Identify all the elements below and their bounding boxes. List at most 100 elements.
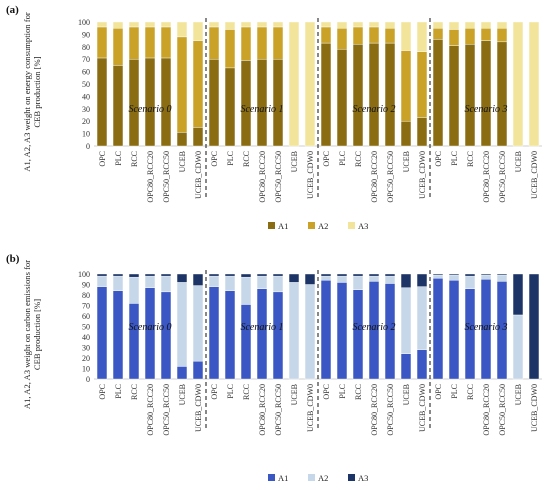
legend-swatch-a1: [268, 474, 275, 481]
x-tick-label: UCEB: [290, 384, 299, 405]
bar-a3-19: [400, 273, 412, 288]
bar-a3-12: [288, 273, 300, 283]
y-tick-label: 70: [82, 55, 90, 64]
bar-a2-19: [400, 50, 412, 122]
x-tick-label: OPC50_RCC50: [162, 151, 171, 203]
bar-a3-17: [368, 21, 380, 28]
y-tick-label: 80: [82, 291, 90, 300]
y-tick-label: 50: [82, 323, 90, 332]
x-tick-label: OPC80_RCC20: [146, 384, 155, 436]
bar-a1-7: [208, 59, 220, 147]
x-tick-label: OPC50_RCC50: [498, 384, 507, 436]
bar-a2-13: [304, 284, 316, 380]
x-tick-label: UCEB: [402, 151, 411, 172]
bar-a2-23: [464, 275, 476, 289]
bar-a3-16: [352, 273, 364, 277]
x-tick-label: RCC: [466, 151, 475, 167]
bar-a1-2: [128, 303, 140, 380]
bar-a3-25: [496, 273, 508, 276]
bar-a2-20: [416, 286, 428, 350]
x-tick-label: RCC: [466, 384, 475, 400]
bar-a1-7: [208, 286, 220, 380]
bar-a3-11: [272, 273, 284, 277]
bar-a3-21: [432, 273, 444, 276]
bar-a3-15: [336, 21, 348, 29]
x-tick-label: RCC: [130, 151, 139, 167]
bar-a1-8: [224, 67, 236, 147]
bar-a3-1: [112, 273, 124, 277]
bar-a2-18: [384, 28, 396, 44]
x-tick-label: OPC: [322, 151, 331, 167]
x-tick-label: PLC: [338, 384, 347, 399]
x-tick-label: UCEB_CDW0: [306, 151, 315, 199]
bar-a3-22: [448, 21, 460, 30]
bar-a2-5: [176, 282, 188, 367]
bar-a3-23: [464, 273, 476, 277]
x-tick-label: OPC: [434, 151, 443, 167]
y-axis-label: A1, A2, A3 weight on carbon emissions fo…: [22, 260, 42, 409]
x-tick-label: UCEB_CDW0: [530, 151, 539, 199]
bar-a2-20: [416, 51, 428, 118]
x-tick-label: OPC80_RCC20: [146, 151, 155, 203]
bar-a3-5: [176, 273, 188, 283]
y-tick-label: 20: [82, 117, 90, 126]
bar-a2-7: [208, 275, 220, 287]
bar-a2-3: [144, 26, 156, 59]
y-tick-label: 30: [82, 105, 90, 114]
bar-a2-9: [240, 26, 252, 61]
legend-swatch-a2: [308, 222, 315, 229]
y-tick-label: 40: [82, 333, 90, 342]
bar-a3-24: [480, 273, 492, 276]
bar-a3-24: [480, 21, 492, 29]
bar-a1-1: [112, 290, 124, 380]
y-tick-label: 60: [82, 68, 90, 77]
bar-a2-26: [512, 314, 524, 380]
bar-a2-14: [320, 275, 332, 281]
bar-a1-0: [96, 286, 108, 380]
bar-a3-0: [96, 21, 108, 28]
bar-a3-9: [240, 21, 252, 28]
bar-a2-12: [288, 282, 300, 380]
bar-a2-8: [224, 275, 236, 292]
bar-a3-26: [512, 273, 524, 316]
bar-a1-17: [368, 42, 380, 147]
bar-a2-18: [384, 275, 396, 284]
bar-a2-8: [224, 29, 236, 69]
bar-a1-8: [224, 290, 236, 380]
bar-a2-25: [496, 274, 508, 282]
y-tick-label: 100: [78, 18, 90, 27]
bar-a1-4: [160, 57, 172, 147]
x-tick-label: UCEB: [514, 384, 523, 405]
bar-a3-1: [112, 21, 124, 29]
bar-a1-5: [176, 132, 188, 147]
x-tick-label: UCEB: [178, 384, 187, 405]
bar-a1-14: [320, 280, 332, 380]
x-tick-label: UCEB_CDW0: [194, 384, 203, 432]
bar-a3-7: [208, 21, 220, 28]
bar-a1-9: [240, 304, 252, 380]
bar-a3-20: [416, 21, 428, 52]
bar-a3-3: [144, 21, 156, 28]
scenario-label: Scenario 3: [464, 104, 507, 115]
bar-a2-15: [336, 275, 348, 283]
bar-a3-10: [256, 273, 268, 277]
bar-a1-10: [256, 59, 268, 147]
bar-a2-3: [144, 275, 156, 288]
x-tick-label: RCC: [130, 384, 139, 400]
bar-a3-13: [304, 21, 316, 147]
bar-a3-4: [160, 21, 172, 28]
x-tick-label: OPC50_RCC50: [498, 151, 507, 203]
bar-a2-23: [464, 28, 476, 45]
bar-a3-18: [384, 273, 396, 277]
bar-a3-18: [384, 21, 396, 29]
y-tick-label: 0: [86, 375, 90, 384]
bar-a2-10: [256, 26, 268, 60]
scenario-label: Scenario 3: [464, 322, 507, 333]
scenario-label: Scenario 2: [352, 322, 395, 333]
x-tick-label: RCC: [242, 151, 251, 167]
bar-a3-2: [128, 273, 140, 278]
bar-a3-9: [240, 273, 252, 278]
y-tick-label: 10: [82, 130, 90, 139]
x-tick-label: OPC: [434, 384, 443, 400]
legend-label: A3: [358, 473, 368, 483]
